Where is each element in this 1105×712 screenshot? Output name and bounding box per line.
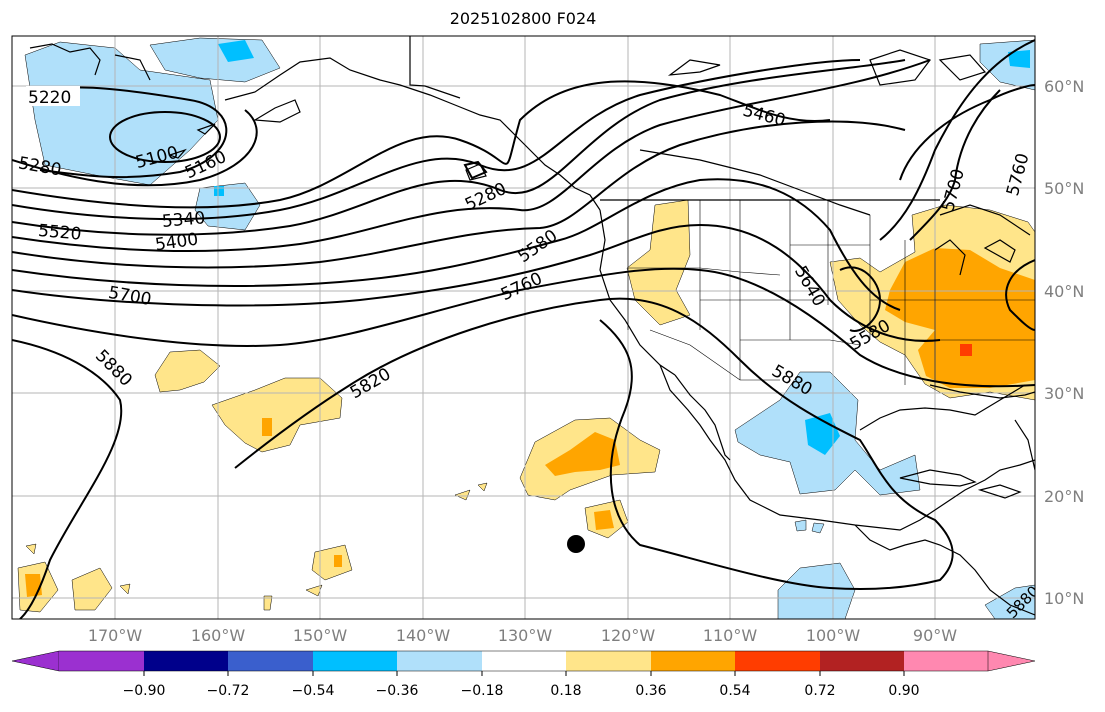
colorbar-extend-min bbox=[11, 650, 60, 672]
colorbar-tick-label: −0.90 bbox=[122, 683, 166, 699]
colorbar-tick-label: 0.90 bbox=[888, 683, 920, 699]
colorbar-tick-label: −0.72 bbox=[206, 683, 250, 699]
lon-label-160w: 160°W bbox=[190, 626, 246, 645]
contour-label-5820: 5820 bbox=[347, 364, 394, 403]
contour-label-5520: 5520 bbox=[37, 221, 82, 245]
coastlines-borders bbox=[29, 36, 1035, 616]
lat-label-20n: 20°N bbox=[1044, 487, 1085, 506]
lon-label-150w: 150°W bbox=[292, 626, 348, 645]
contour-label-5340: 5340 bbox=[161, 208, 206, 232]
lat-label-30n: 30°N bbox=[1044, 384, 1085, 403]
colorbar-segment bbox=[397, 651, 482, 671]
map-title: 2025102800 F024 bbox=[449, 9, 597, 28]
colorbar-segment bbox=[904, 651, 988, 671]
colorbar-tick-label: −0.18 bbox=[460, 683, 504, 699]
lon-label-170w: 170°W bbox=[87, 626, 143, 645]
contour-label-5880-west: 5880 bbox=[91, 346, 136, 391]
height-contours bbox=[12, 39, 1035, 619]
colorbar bbox=[11, 650, 1036, 676]
black-dot-marker bbox=[567, 535, 585, 553]
colorbar-segment bbox=[651, 651, 735, 671]
colorbar-segment bbox=[228, 651, 313, 671]
colorbar-segment bbox=[566, 651, 651, 671]
colorbar-tick-label: 0.54 bbox=[719, 683, 751, 699]
colorbar-segment bbox=[313, 651, 397, 671]
lon-label-90w: 90°W bbox=[912, 626, 958, 645]
lon-label-140w: 140°W bbox=[395, 626, 451, 645]
colorbar-segment bbox=[735, 651, 820, 671]
contour-label-5700-west: 5700 bbox=[107, 283, 153, 310]
lat-label-10n: 10°N bbox=[1044, 589, 1085, 608]
colorbar-segment bbox=[144, 651, 228, 671]
colorbar-tick-label: 0.18 bbox=[550, 683, 582, 699]
graticule bbox=[12, 36, 1035, 619]
lon-label-120w: 120°W bbox=[600, 626, 656, 645]
contour-label-5220: 5220 bbox=[28, 88, 71, 108]
colorbar-tick-label: 0.72 bbox=[804, 683, 836, 699]
contour-label-5760-west: 5760 bbox=[498, 269, 546, 305]
lat-label-60n: 60°N bbox=[1044, 77, 1085, 96]
contour-label-5640: 5640 bbox=[790, 263, 829, 310]
contour-label-5760-east: 5760 bbox=[1003, 151, 1034, 198]
lat-label-40n: 40°N bbox=[1044, 282, 1085, 301]
colorbar-extend-max bbox=[987, 650, 1036, 672]
colorbar-tick-label: −0.54 bbox=[291, 683, 335, 699]
colorbar-segment bbox=[482, 651, 566, 671]
colorbar-segment bbox=[820, 651, 904, 671]
colorbar-tick-label: 0.36 bbox=[635, 683, 667, 699]
colorbar-tick-label: −0.36 bbox=[375, 683, 419, 699]
lon-label-100w: 100°W bbox=[805, 626, 861, 645]
lon-label-130w: 130°W bbox=[497, 626, 553, 645]
lat-label-50n: 50°N bbox=[1044, 179, 1085, 198]
lon-label-110w: 110°W bbox=[702, 626, 758, 645]
anomaly-fill-positive bbox=[17, 199, 1035, 613]
contour-label-5580-west: 5580 bbox=[514, 226, 561, 267]
colorbar-segment bbox=[59, 651, 144, 671]
map-frame bbox=[11, 35, 1036, 620]
